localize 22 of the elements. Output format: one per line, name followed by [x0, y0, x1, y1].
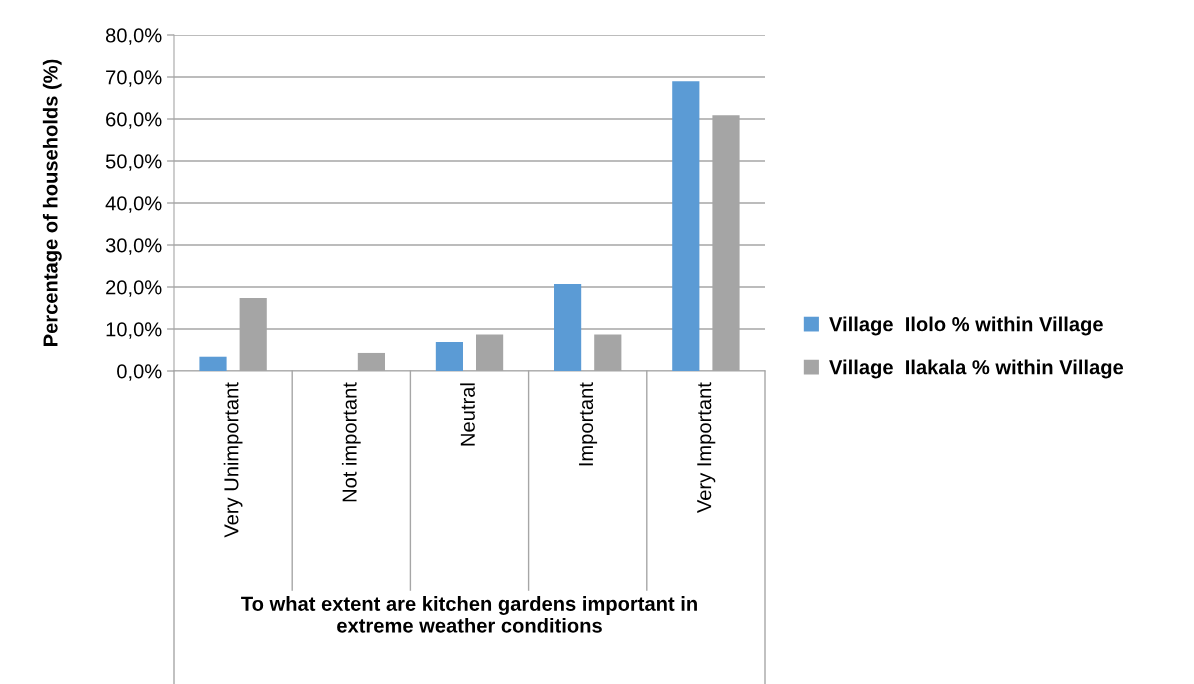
bar [199, 356, 227, 371]
y-axis-title: Percentage of households (%) [42, 59, 62, 346]
y-tick-label: 50,0% [105, 154, 162, 171]
y-tick-label: 70,0% [106, 70, 162, 87]
y-tick-label: 10,0% [106, 322, 162, 339]
bar [672, 81, 700, 371]
y-tick-label: 40,0% [105, 196, 162, 213]
y-tick-label: 30,0% [105, 238, 162, 255]
x-tick-label: Important [579, 382, 598, 466]
y-tick-label: 80,0% [105, 28, 162, 45]
legend-label: Village Ilakala % within Village [829, 359, 1124, 379]
x-axis-title: To what extent are kitchen gardens important in extreme weather conditions [241, 596, 697, 633]
bar [435, 342, 463, 371]
x-tick-label: Neutral [460, 383, 475, 446]
y-tick-label: 60,0% [106, 112, 162, 129]
y-tick-label: 0,0% [117, 364, 162, 381]
x-tick-label: Very Important [697, 382, 716, 513]
x-tick-label: Very Unimportant [223, 382, 243, 538]
bar [554, 284, 582, 371]
legend-label: Village Ilolo % within Village [829, 316, 1103, 336]
x-tick-label: Not important [341, 382, 361, 502]
y-tick-label: 20,0% [106, 280, 162, 297]
